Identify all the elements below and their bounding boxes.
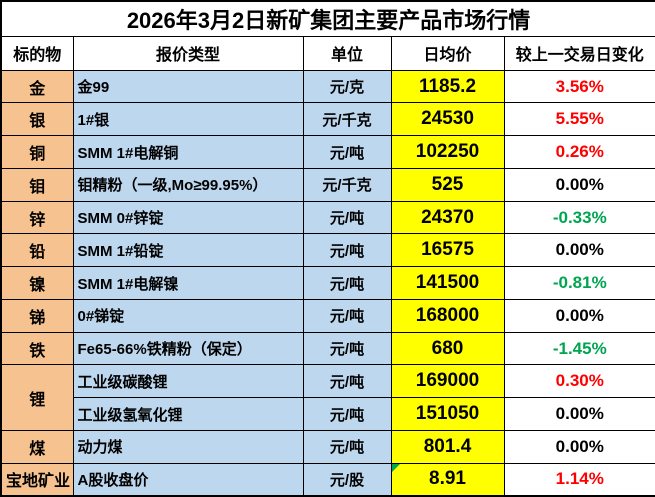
price-cell: 24530 bbox=[390, 102, 505, 137]
price-cell: 801.4 bbox=[390, 429, 505, 464]
unit-cell: 元/吨 bbox=[302, 331, 392, 366]
subject-cell: 镍 bbox=[0, 266, 74, 300]
change-cell: 0.00% bbox=[503, 397, 655, 431]
subject-cell: 锌 bbox=[0, 200, 74, 235]
table-row-gold: 金 金99 元/克 1185.2 3.56% bbox=[0, 69, 655, 104]
change-cell: 5.55% bbox=[503, 102, 655, 137]
unit-cell: 元/吨 bbox=[302, 364, 392, 399]
unit-cell: 元/股 bbox=[302, 462, 392, 497]
change-cell: 0.26% bbox=[503, 135, 655, 169]
header-subject: 标的物 bbox=[0, 35, 74, 71]
subject-cell: 铁 bbox=[0, 331, 74, 366]
quote-type-cell: Fe65-66%铁精粉（保定） bbox=[72, 331, 304, 366]
change-cell: 0.00% bbox=[503, 167, 655, 202]
unit-cell: 元/吨 bbox=[302, 429, 392, 464]
change-cell: -0.33% bbox=[503, 200, 655, 235]
price-cell: 169000 bbox=[390, 364, 505, 399]
price-value: 8.91 bbox=[429, 468, 466, 490]
table-row-iron: 铁 Fe65-66%铁精粉（保定） 元/吨 680 -1.45% bbox=[0, 331, 655, 366]
quote-type-cell: SMM 0#锌锭 bbox=[72, 200, 304, 235]
table-row-lithium-carbonate: 锂 工业级碳酸锂 元/吨 169000 0.30% bbox=[0, 364, 655, 431]
unit-cell: 元/吨 bbox=[302, 233, 392, 268]
price-cell: 525 bbox=[390, 167, 505, 202]
change-cell: 1.14% bbox=[503, 462, 655, 497]
price-cell: 16575 bbox=[390, 233, 505, 268]
table-row-antimony: 锑 0#锑锭 元/吨 168000 0.00% bbox=[0, 298, 655, 333]
title-row: 2026年3月2日新矿集团主要产品市场行情 bbox=[0, 0, 655, 37]
header-daily-avg-price: 日均价 bbox=[390, 35, 505, 71]
unit-cell: 元/千克 bbox=[302, 102, 392, 137]
unit-cell: 元/吨 bbox=[302, 266, 392, 300]
quote-type-cell: SMM 1#电解铜 bbox=[72, 135, 304, 169]
quote-type-cell: SMM 1#电解镍 bbox=[72, 266, 304, 300]
unit-cell: 元/吨 bbox=[302, 298, 392, 333]
price-cell: 102250 bbox=[390, 135, 505, 169]
change-cell: -0.81% bbox=[503, 266, 655, 300]
subject-cell: 锑 bbox=[0, 298, 74, 333]
subject-cell: 宝地矿业 bbox=[0, 462, 74, 497]
subject-cell: 锂 bbox=[0, 364, 74, 431]
table-row-copper: 铜 SMM 1#电解铜 元/吨 102250 0.26% bbox=[0, 135, 655, 169]
subject-cell: 铜 bbox=[0, 135, 74, 169]
change-cell: -1.45% bbox=[503, 331, 655, 366]
price-cell: 8.91 bbox=[390, 462, 505, 497]
unit-cell: 元/克 bbox=[302, 69, 392, 104]
page-title: 2026年3月2日新矿集团主要产品市场行情 bbox=[0, 0, 655, 37]
quote-type-cell: 工业级碳酸锂 bbox=[72, 364, 304, 399]
subject-cell: 银 bbox=[0, 102, 74, 137]
price-cell: 151050 bbox=[390, 397, 505, 431]
change-cell: 0.00% bbox=[503, 298, 655, 333]
quote-type-cell: 工业级氢氧化锂 bbox=[72, 397, 304, 431]
header-unit: 单位 bbox=[302, 35, 392, 71]
quote-type-cell: A股收盘价 bbox=[72, 462, 304, 497]
quote-type-cell: 动力煤 bbox=[72, 429, 304, 464]
change-cell: 0.00% bbox=[503, 233, 655, 268]
table-row-coal: 煤 动力煤 元/吨 801.4 0.00% bbox=[0, 429, 655, 464]
change-cell: 0.00% bbox=[503, 429, 655, 464]
subject-cell: 金 bbox=[0, 69, 74, 104]
unit-cell: 元/吨 bbox=[302, 200, 392, 235]
table-row-molybdenum: 钼 钼精粉（一级,Mo≥99.95%） 元/千克 525 0.00% bbox=[0, 167, 655, 202]
table-row-baodi-mining: 宝地矿业 A股收盘价 元/股 8.91 1.14% bbox=[0, 462, 655, 497]
change-cell: 0.30% bbox=[503, 364, 655, 399]
price-cell: 1185.2 bbox=[390, 69, 505, 104]
table-row-lead: 铅 SMM 1#铅锭 元/吨 16575 0.00% bbox=[0, 233, 655, 268]
quote-type-cell: 金99 bbox=[72, 69, 304, 104]
unit-cell: 元/吨 bbox=[302, 135, 392, 169]
price-cell: 141500 bbox=[390, 266, 505, 300]
subject-cell: 煤 bbox=[0, 429, 74, 464]
table-row-nickel: 镍 SMM 1#电解镍 元/吨 141500 -0.81% bbox=[0, 266, 655, 300]
table-row-zinc: 锌 SMM 0#锌锭 元/吨 24370 -0.33% bbox=[0, 200, 655, 235]
table-row-lithium-hydroxide: 工业级氢氧化锂 元/吨 151050 0.00% bbox=[1, 397, 655, 431]
quote-type-cell: 0#锑锭 bbox=[72, 298, 304, 333]
price-cell: 680 bbox=[390, 331, 505, 366]
subject-cell: 铅 bbox=[0, 233, 74, 268]
table-header-row: 标的物 报价类型 单位 日均价 较上一交易日变化 bbox=[0, 35, 655, 71]
price-cell: 168000 bbox=[390, 298, 505, 333]
quote-type-cell: 1#银 bbox=[72, 102, 304, 137]
unit-cell: 元/千克 bbox=[302, 167, 392, 202]
quote-type-cell: SMM 1#铅锭 bbox=[72, 233, 304, 268]
quote-type-cell: 钼精粉（一级,Mo≥99.95%） bbox=[72, 167, 304, 202]
change-cell: 3.56% bbox=[503, 69, 655, 104]
price-cell: 24370 bbox=[390, 200, 505, 235]
unit-cell: 元/吨 bbox=[302, 397, 392, 431]
note-triangle-icon bbox=[392, 464, 400, 472]
header-quote-type: 报价类型 bbox=[72, 35, 304, 71]
subject-cell: 钼 bbox=[0, 167, 74, 202]
table-row-silver: 银 1#银 元/千克 24530 5.55% bbox=[0, 102, 655, 137]
header-change-vs-prev-day: 较上一交易日变化 bbox=[503, 35, 655, 71]
